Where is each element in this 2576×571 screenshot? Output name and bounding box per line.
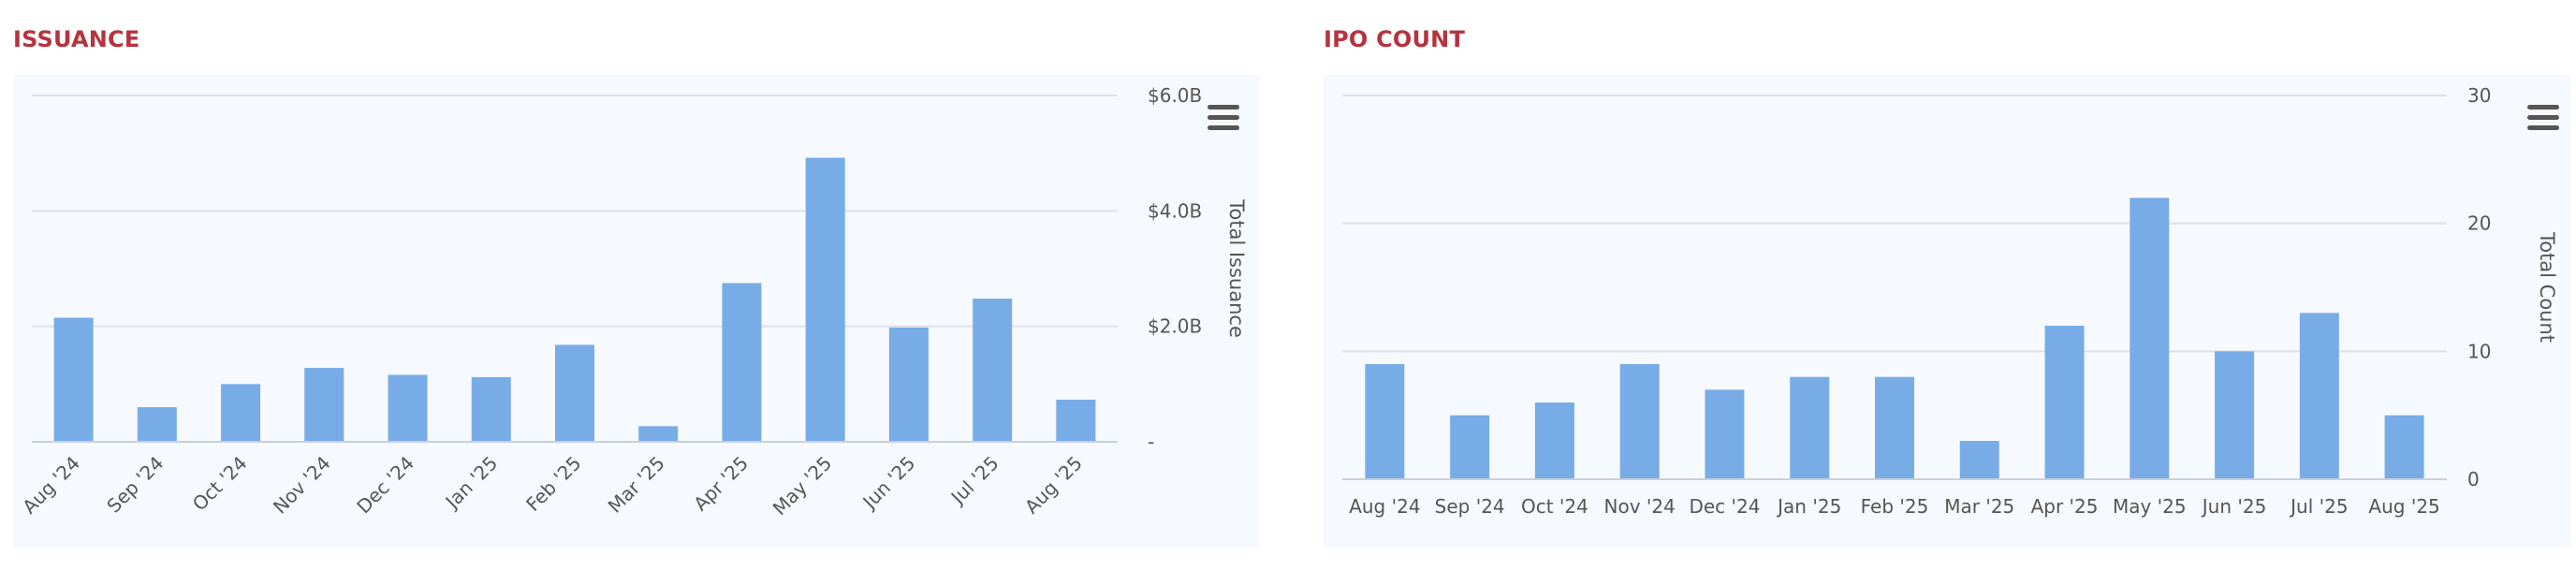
- y-tick-label: $6.0B: [1148, 84, 1202, 107]
- bar: [555, 344, 594, 442]
- x-tick-label: Feb '25: [1861, 495, 1929, 518]
- issuance-chart-area: - $2.0B $4.0B $6.0B Aug '24 Sep '24 Oct '24 Nov…: [13, 75, 1260, 548]
- x-tick-label: May '25: [768, 452, 837, 520]
- bar: [1959, 441, 1999, 479]
- bar: [973, 299, 1013, 442]
- y-tick-label: 10: [2467, 340, 2491, 362]
- y-axis-title: Total Issuance: [1225, 198, 1248, 338]
- bar: [388, 374, 428, 442]
- x-tick-label: Dec '24: [352, 452, 418, 519]
- x-tick-label: Jul '25: [2289, 495, 2348, 518]
- x-tick-label: May '25: [2113, 495, 2187, 518]
- bar: [1450, 415, 1490, 479]
- bar: [2384, 415, 2424, 479]
- x-tick-label: Aug '24: [18, 452, 84, 519]
- x-tick-label: Sep '24: [1435, 495, 1505, 518]
- x-tick-label: Oct '24: [188, 452, 252, 516]
- issuance-panel: ISSUANCE - $2.0B $4.0B $6.0B Aug '24 Sep '24 O…: [0, 0, 1273, 571]
- ipo-count-panel: IPO COUNT 0 10 20 30 Aug '24 Sep '24 Oct '24 No…: [1310, 0, 2576, 571]
- x-tick-label: Aug '24: [1349, 495, 1420, 518]
- y-tick-label: -: [1148, 431, 1154, 453]
- hamburger-menu-icon[interactable]: [2527, 105, 2559, 131]
- x-tick-label: Nov '24: [269, 452, 335, 519]
- x-tick-label: Mar '25: [604, 452, 669, 518]
- bar: [2130, 198, 2170, 480]
- y-tick-label: 30: [2467, 84, 2491, 107]
- x-tick-label: Aug '25: [1020, 452, 1087, 519]
- bar: [1365, 364, 1405, 479]
- bar: [1619, 364, 1660, 479]
- y-tick-label: 20: [2467, 212, 2491, 235]
- bar: [638, 426, 679, 442]
- y-tick-label: $2.0B: [1148, 315, 1202, 338]
- bar: [221, 384, 261, 442]
- bar: [471, 376, 511, 442]
- x-tick-label: Mar '25: [1944, 495, 2014, 518]
- x-tick-label: Jun '25: [857, 452, 920, 515]
- x-tick-label: Nov '24: [1604, 495, 1676, 518]
- ipo-count-title: IPO COUNT: [1324, 26, 1466, 52]
- x-tick-label: Oct '24: [1521, 495, 1588, 518]
- bar: [2215, 351, 2255, 479]
- x-tick-label: Jan '25: [440, 452, 503, 515]
- ipo-count-chart-area: 0 10 20 30 Aug '24 Sep '24 Oct '24 Nov '24 Dec '…: [1324, 75, 2570, 548]
- ipo-count-chart: 0 10 20 30 Aug '24 Sep '24 Oct '24 Nov '24 Dec '…: [1342, 84, 2558, 518]
- x-tick-label: Sep '24: [102, 452, 168, 518]
- hamburger-menu-icon[interactable]: [1208, 105, 1239, 131]
- bar: [53, 317, 94, 442]
- bar: [1534, 403, 1574, 479]
- issuance-chart: - $2.0B $4.0B $6.0B Aug '24 Sep '24 Oct '24 Nov…: [18, 84, 1248, 520]
- bar: [1705, 389, 1745, 479]
- y-tick-label: 0: [2467, 468, 2480, 490]
- x-tick-label: Aug '25: [2368, 495, 2439, 518]
- bar: [805, 157, 845, 442]
- bar: [1875, 376, 1914, 479]
- bar: [1790, 376, 1830, 479]
- y-axis-title: Total Count: [2536, 231, 2558, 343]
- x-tick-label: Jul '25: [945, 452, 1003, 510]
- x-tick-label: Dec '24: [1689, 495, 1760, 518]
- x-tick-label: Feb '25: [521, 452, 585, 516]
- bar: [1056, 399, 1096, 442]
- bar: [137, 407, 177, 442]
- issuance-title: ISSUANCE: [13, 26, 140, 52]
- bar: [888, 327, 929, 442]
- bar: [304, 368, 344, 442]
- x-tick-label: Apr '25: [689, 452, 753, 516]
- x-tick-label: Jan '25: [1776, 495, 1841, 518]
- bar: [2044, 326, 2085, 479]
- bar: [2299, 313, 2339, 479]
- bar: [722, 283, 762, 442]
- x-tick-label: Apr '25: [2031, 495, 2099, 518]
- y-tick-label: $4.0B: [1148, 199, 1202, 222]
- x-tick-label: Jun '25: [2201, 495, 2267, 518]
